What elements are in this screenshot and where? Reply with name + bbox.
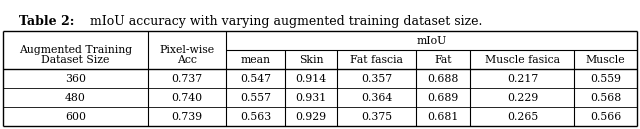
Text: 0.357: 0.357 (361, 74, 392, 84)
Text: 0.364: 0.364 (361, 93, 392, 103)
Text: mIoU: mIoU (417, 35, 447, 46)
Text: 0.547: 0.547 (240, 74, 271, 84)
Text: Skin: Skin (299, 55, 323, 65)
Text: 0.914: 0.914 (296, 74, 326, 84)
Text: Pixel-wise: Pixel-wise (159, 45, 214, 55)
Text: Augmented Training: Augmented Training (19, 45, 132, 55)
Text: 0.740: 0.740 (172, 93, 202, 103)
Text: mIoU accuracy with varying augmented training dataset size.: mIoU accuracy with varying augmented tra… (86, 15, 483, 29)
Text: 0.265: 0.265 (507, 112, 538, 122)
Text: Muscle: Muscle (586, 55, 625, 65)
Text: 600: 600 (65, 112, 86, 122)
Text: 0.375: 0.375 (361, 112, 392, 122)
Text: 0.229: 0.229 (507, 93, 538, 103)
Text: mean: mean (241, 55, 271, 65)
Text: Muscle fasica: Muscle fasica (485, 55, 560, 65)
Text: 0.566: 0.566 (590, 112, 621, 122)
Text: Table 2:: Table 2: (19, 15, 75, 29)
Text: 0.739: 0.739 (172, 112, 202, 122)
Text: Acc: Acc (177, 55, 197, 65)
Text: Fat: Fat (435, 55, 452, 65)
Text: 0.217: 0.217 (507, 74, 538, 84)
Text: Dataset Size: Dataset Size (41, 55, 109, 65)
Text: Fat fascia: Fat fascia (350, 55, 403, 65)
Text: 0.557: 0.557 (240, 93, 271, 103)
Text: 0.688: 0.688 (428, 74, 459, 84)
Text: 0.689: 0.689 (428, 93, 459, 103)
Text: 0.559: 0.559 (590, 74, 621, 84)
Text: 480: 480 (65, 93, 86, 103)
Text: 0.568: 0.568 (590, 93, 621, 103)
Text: 0.929: 0.929 (296, 112, 326, 122)
Text: 0.737: 0.737 (172, 74, 202, 84)
Text: 0.563: 0.563 (240, 112, 271, 122)
Text: 0.931: 0.931 (296, 93, 326, 103)
Text: 360: 360 (65, 74, 86, 84)
Text: 0.681: 0.681 (428, 112, 459, 122)
